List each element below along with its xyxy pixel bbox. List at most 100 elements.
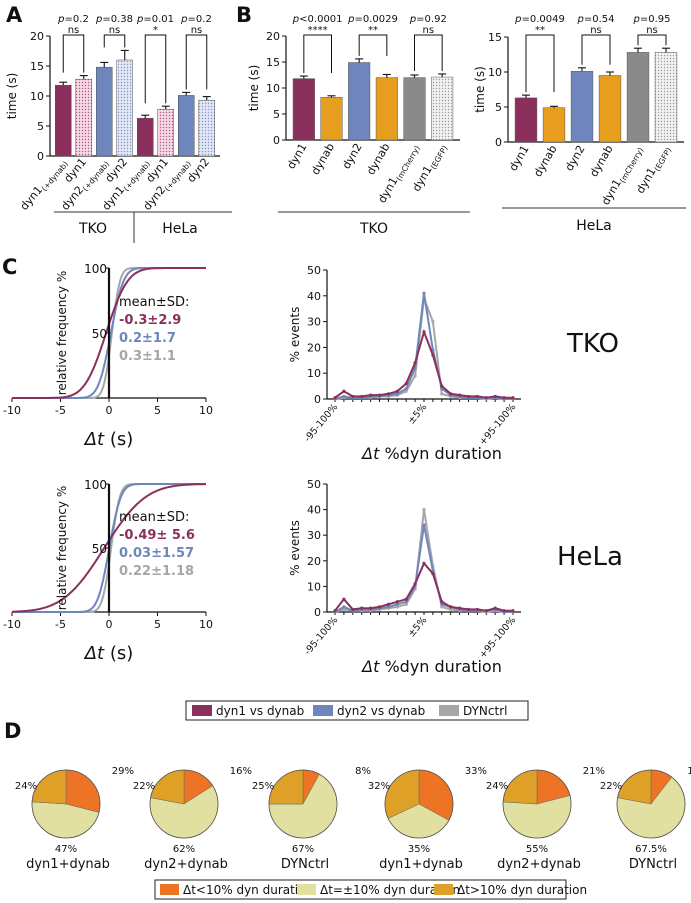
x-tick-label: -10 [3, 404, 21, 417]
pie-title: dyn1+dynab [379, 857, 463, 872]
x-tick-label: 0 [106, 404, 113, 417]
significance-bracket [637, 34, 667, 46]
panel-letter-a: A [6, 3, 23, 27]
histogram-point [422, 291, 426, 295]
pie-label-more: 22% [133, 781, 155, 792]
pie-label-more: 25% [252, 781, 274, 792]
bar-tick-label: dyn1 [143, 156, 171, 185]
histogram-point [458, 393, 462, 397]
bar [542, 107, 566, 143]
pie-label-less: 8% [355, 766, 371, 777]
histogram-point [422, 508, 426, 512]
y-axis-label: % events [288, 520, 302, 576]
histogram-point [484, 609, 488, 613]
significance-label: ns [646, 25, 658, 36]
legend-swatch-dyn1 [192, 705, 212, 716]
x-axis-label: Δt (s) [83, 429, 134, 450]
y-tick-label: 0 [495, 136, 502, 149]
histogram-point [360, 606, 364, 610]
stats-title: mean±SD: [119, 295, 189, 310]
histogram-point [404, 381, 408, 386]
group-label-tko: TKO [78, 221, 107, 237]
pie-label-eq: 55% [526, 844, 548, 855]
pie-label-less: 33% [465, 766, 487, 777]
legend-swatch-ctrl [439, 705, 459, 716]
bar [654, 52, 678, 143]
significance-bracket [62, 34, 85, 73]
histogram-point [511, 609, 515, 613]
histogram-point [369, 606, 373, 610]
pie-label-less: 16% [230, 766, 252, 777]
bar [348, 62, 371, 141]
y-tick-label: 100 [84, 478, 107, 492]
histogram-point [422, 523, 426, 527]
significance-label: ** [535, 25, 545, 36]
histogram-point [440, 600, 444, 604]
pie-title: DYNctrl [281, 857, 329, 872]
significance-label: ns [590, 25, 602, 36]
histogram-point [377, 605, 382, 609]
histogram-point [404, 600, 408, 604]
stats-title: mean±SD: [119, 510, 189, 525]
pie-label-eq: 67% [292, 844, 314, 855]
histogram-point [395, 389, 399, 393]
y-tick-label: 50 [92, 542, 107, 556]
bar [116, 59, 133, 157]
histogram-point [342, 605, 346, 609]
y-axis-label: time (s) [247, 65, 261, 112]
histogram-point [369, 393, 373, 397]
x-tick-label: -95-100% [302, 615, 340, 657]
legend-label-ctrl: DYNctrl [463, 704, 507, 718]
y-tick-label: 30 [307, 316, 321, 329]
group-label-hela: HeLa [162, 221, 198, 237]
x-tick-label: -5 [55, 618, 66, 631]
x-tick-label: -10 [3, 618, 21, 631]
legend-label-eq: Δt=±10% dyn duration [320, 883, 460, 897]
significance-bracket [103, 34, 126, 48]
panel-d-pies: 29% 24% 47% dyn1+dynab 16% 22% 62% dyn2+dynab 8%… [15, 766, 691, 872]
histogram-point [360, 394, 364, 399]
bar-tick-label: dynab [364, 141, 392, 177]
significance-label: ns [191, 25, 203, 36]
significance-label: ** [368, 25, 378, 36]
y-axis-label: relative frequency % [55, 271, 69, 395]
histogram-line [334, 293, 513, 400]
pie-label-eq: 35% [408, 844, 430, 855]
histogram-point [404, 387, 408, 391]
bar-tick-label: dyn2 [340, 141, 365, 171]
histogram-line [334, 328, 513, 399]
pie-label-less: 10.5% [687, 766, 691, 777]
histogram-point [351, 607, 355, 612]
histogram-point [511, 396, 515, 400]
y-tick-label: 10 [266, 82, 280, 95]
p-value-label: p=0.0029 [347, 14, 398, 25]
histogram-point [386, 605, 390, 609]
histogram-point [493, 394, 497, 399]
significance-label: ns [109, 25, 121, 36]
histogram-point [475, 394, 479, 399]
legend-label-dyn1: dyn1 vs dynab [216, 704, 304, 718]
pie-label-less: 29% [112, 766, 134, 777]
bar [137, 117, 154, 157]
x-tick-label: ±5% [406, 402, 429, 427]
x-axis-label: Δt %dyn duration [360, 657, 502, 676]
histogram-point [395, 602, 399, 606]
histogram-point [440, 392, 444, 396]
p-value-label: p=0.01 [136, 14, 174, 25]
y-tick-label: 5 [273, 108, 280, 121]
y-tick-label: 50 [307, 264, 321, 277]
pie-slice-more [502, 769, 538, 805]
p-value-label: p=0.92 [409, 14, 447, 25]
bar [55, 84, 72, 157]
histogram-point [493, 606, 497, 610]
y-tick-label: 15 [266, 56, 280, 69]
histogram-point [431, 320, 435, 324]
legend-swatch-more [434, 884, 453, 895]
pie-outline [268, 769, 338, 839]
histogram-point [475, 607, 479, 612]
significance-bracket [581, 34, 611, 65]
x-tick-label: 5 [154, 404, 161, 417]
pie-label-more: 24% [15, 781, 37, 792]
stats-value: 0.03±1.57 [119, 546, 194, 561]
